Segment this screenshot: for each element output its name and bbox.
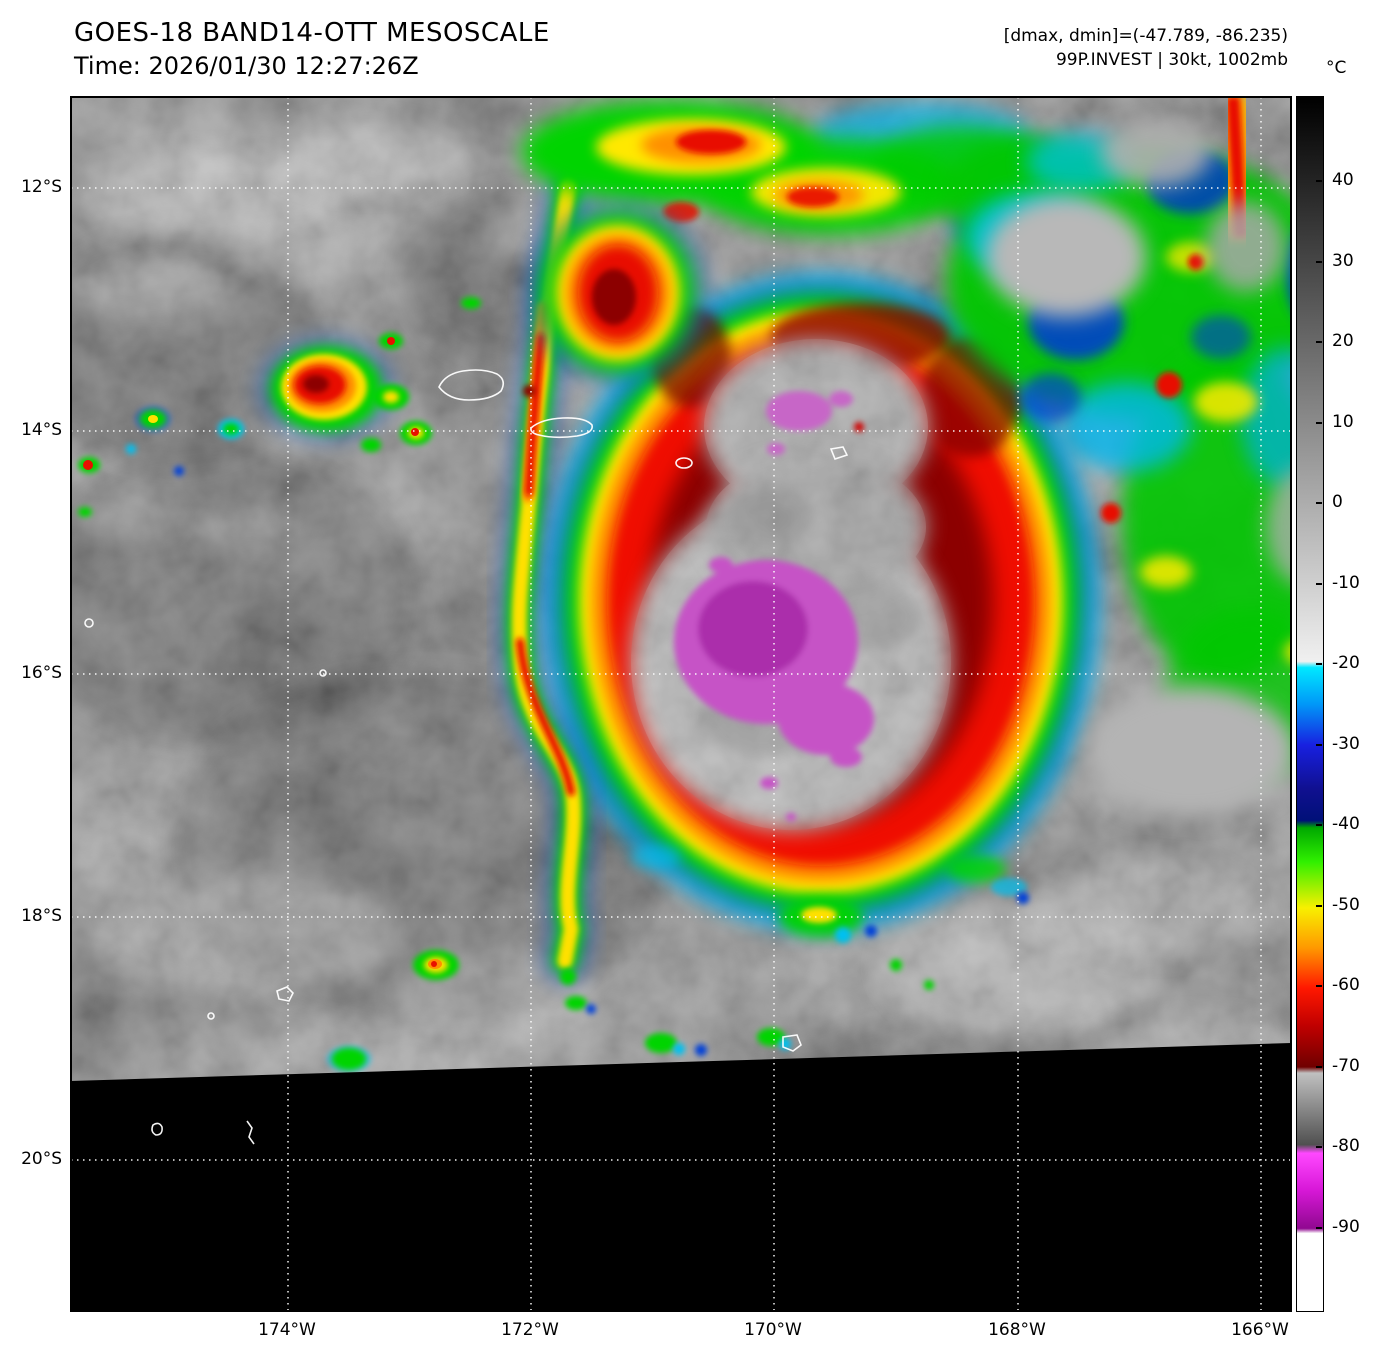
dmax-dmin-readout: [dmax, dmin]=(-47.789, -86.235) — [1003, 26, 1288, 46]
colorbar-tickmark — [1316, 744, 1322, 746]
western-isolated-cells — [78, 297, 481, 517]
lat-axis-label: 18°S — [21, 906, 62, 926]
lat-axis-label: 14°S — [21, 420, 62, 440]
lat-axis-label: 20°S — [21, 1149, 62, 1169]
colorbar-tickmark — [1316, 1227, 1322, 1229]
colorbar-tick-label: 20 — [1332, 331, 1354, 351]
lon-axis-label: 168°W — [988, 1320, 1046, 1340]
colorbar-tickmark — [1316, 180, 1322, 182]
graticule — [71, 97, 1291, 1311]
page-title: GOES-18 BAND14-OTT MESOSCALE — [74, 18, 550, 48]
colorbar-tick-label: -40 — [1332, 814, 1360, 834]
colorbar-tickmark — [1316, 824, 1322, 826]
colorbar-unit-label: °C — [1326, 58, 1347, 78]
nodata-region — [71, 1043, 1291, 1311]
colorbar-tick-label: 40 — [1332, 170, 1354, 190]
readout-block: [dmax, dmin]=(-47.789, -86.235) 99P.INVE… — [1004, 24, 1288, 72]
colorbar-tickmark — [1316, 583, 1322, 585]
colorbar-tickmark — [1316, 1066, 1322, 1068]
cyclone-ir-image — [71, 97, 1291, 1311]
colorbar-tickmark — [1316, 905, 1322, 907]
map-frame — [71, 97, 1291, 1311]
colorbar-tickmark — [1316, 422, 1322, 424]
satellite-map: Copyright © 2020-2026 Dapiya — [70, 96, 1292, 1312]
storm-readout: 99P.INVEST | 30kt, 1002mb — [1055, 50, 1288, 70]
island-coastlines — [84, 369, 849, 1052]
colorbar-tick-label: -30 — [1332, 734, 1360, 754]
colorbar-tick-label: -80 — [1332, 1136, 1360, 1156]
colorbar-tick-label: -70 — [1332, 1056, 1360, 1076]
lon-axis-label: 172°W — [501, 1320, 559, 1340]
lon-axis-label: 166°W — [1231, 1320, 1289, 1340]
colorbar-tick-label: 10 — [1332, 412, 1354, 432]
colorbar-tick-label: -10 — [1332, 573, 1360, 593]
lat-axis-label: 12°S — [21, 177, 62, 197]
northeast-cold-shield — [941, 97, 1291, 817]
colorbar-tickmark — [1316, 985, 1322, 987]
colorbar-tick-label: 0 — [1332, 492, 1343, 512]
colorbar-tickmark — [1316, 341, 1322, 343]
island-coastlines-in-nodata — [151, 1120, 255, 1145]
timestamp: Time: 2026/01/30 12:27:26Z — [74, 52, 419, 80]
colorbar-tick-label: -20 — [1332, 653, 1360, 673]
colorbar-tickmark — [1316, 502, 1322, 504]
colorbar-tickmark — [1316, 1146, 1322, 1148]
colorbar-tickmark — [1316, 663, 1322, 665]
lat-axis-label: 16°S — [21, 663, 62, 683]
colorbar — [1296, 96, 1324, 1312]
lon-axis-label: 170°W — [744, 1320, 802, 1340]
colorbar-tickmark — [1316, 261, 1322, 263]
colorbar-tick-label: -90 — [1332, 1217, 1360, 1237]
coldest-tops-magenta — [674, 391, 874, 821]
colorbar-tick-label: 30 — [1332, 251, 1354, 271]
lon-axis-label: 174°W — [258, 1320, 316, 1340]
colorbar-tick-label: -50 — [1332, 895, 1360, 915]
colorbar-tick-label: -60 — [1332, 975, 1360, 995]
